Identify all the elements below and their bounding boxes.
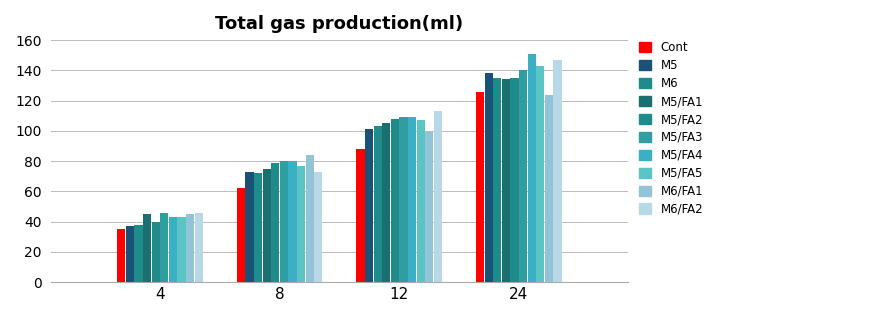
Bar	[511, 78, 519, 282]
Bar	[245, 172, 254, 282]
Bar	[143, 214, 151, 282]
Bar	[305, 155, 313, 282]
Bar	[160, 213, 169, 282]
Bar	[408, 117, 416, 282]
Bar	[126, 226, 134, 282]
Title: Total gas production(ml): Total gas production(ml)	[216, 15, 464, 33]
Bar	[271, 163, 280, 282]
Bar	[117, 229, 125, 282]
Bar	[289, 161, 297, 282]
Legend: Cont, M5, M6, M5/FA1, M5/FA2, M5/FA3, M5/FA4, M5/FA5, M6/FA1, M6/FA2: Cont, M5, M6, M5/FA1, M5/FA2, M5/FA3, M5…	[639, 41, 703, 216]
Bar	[400, 117, 408, 282]
Bar	[391, 119, 399, 282]
Bar	[297, 166, 305, 282]
Bar	[545, 94, 553, 282]
Bar	[493, 78, 502, 282]
Bar	[263, 169, 271, 282]
Bar	[382, 123, 391, 282]
Bar	[356, 149, 365, 282]
Bar	[314, 172, 322, 282]
Bar	[186, 214, 194, 282]
Bar	[527, 54, 535, 282]
Bar	[152, 222, 160, 282]
Bar	[365, 129, 373, 282]
Bar	[476, 92, 484, 282]
Bar	[416, 120, 424, 282]
Bar	[254, 173, 262, 282]
Bar	[485, 74, 493, 282]
Bar	[536, 66, 544, 282]
Bar	[434, 111, 442, 282]
Bar	[280, 161, 288, 282]
Bar	[425, 133, 433, 282]
Bar	[502, 80, 510, 282]
Bar	[553, 60, 562, 282]
Bar	[178, 217, 186, 282]
Bar	[194, 213, 203, 282]
Bar	[169, 217, 177, 282]
Bar	[519, 70, 527, 282]
Bar	[237, 188, 245, 282]
Bar	[374, 126, 382, 282]
Bar	[134, 225, 143, 282]
